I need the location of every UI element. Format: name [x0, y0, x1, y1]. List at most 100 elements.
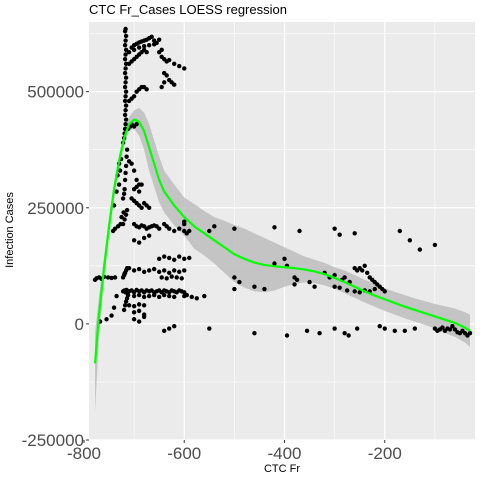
data-point — [131, 310, 137, 315]
data-point — [123, 103, 129, 108]
data-point — [177, 254, 182, 259]
data-point — [167, 293, 172, 299]
data-point — [156, 294, 162, 300]
data-point — [136, 45, 142, 50]
data-point — [167, 326, 172, 331]
data-point — [262, 286, 267, 292]
chart-title: CTC Fr_Cases LOESS regression — [89, 2, 287, 17]
plot-panel — [89, 22, 475, 440]
loess-fit-line — [93, 118, 471, 364]
data-point — [161, 292, 167, 298]
data-point — [123, 26, 128, 32]
data-point — [122, 187, 127, 192]
data-point — [111, 305, 117, 310]
data-point — [159, 47, 164, 53]
data-point — [382, 326, 387, 331]
data-point — [114, 293, 119, 299]
data-point — [123, 94, 128, 99]
data-point — [126, 49, 132, 55]
data-point — [377, 324, 382, 329]
data-point — [136, 308, 142, 314]
data-point — [122, 217, 127, 222]
data-point — [123, 108, 128, 113]
data-point — [187, 228, 192, 234]
data-point — [114, 189, 119, 194]
data-point — [397, 228, 403, 234]
data-point — [232, 226, 237, 231]
data-point — [151, 292, 157, 298]
data-point — [164, 276, 169, 281]
data-point — [156, 37, 162, 42]
data-point — [372, 286, 377, 292]
data-point — [161, 328, 167, 334]
y-tick-label: 500000 — [27, 83, 84, 102]
data-point — [189, 294, 194, 300]
data-point — [123, 61, 129, 66]
data-point — [332, 272, 337, 278]
data-point — [126, 265, 132, 271]
data-point — [146, 233, 152, 238]
data-point — [174, 275, 179, 280]
data-point — [161, 268, 167, 273]
data-point — [136, 240, 142, 245]
data-point — [187, 255, 192, 261]
data-point — [122, 43, 128, 48]
data-point — [134, 184, 139, 190]
data-point — [207, 228, 212, 234]
data-point — [172, 268, 177, 273]
data-point — [120, 196, 126, 201]
data-point — [252, 284, 257, 289]
data-point — [123, 75, 129, 80]
data-point — [172, 257, 177, 262]
data-point — [131, 47, 137, 53]
data-point — [123, 47, 129, 53]
data-point — [123, 38, 128, 43]
data-point — [332, 284, 337, 289]
data-point — [346, 333, 351, 338]
data-point — [134, 121, 139, 127]
data-point — [167, 270, 172, 275]
data-point — [131, 293, 137, 299]
data-point — [284, 333, 290, 338]
data-point — [129, 161, 134, 166]
data-point — [232, 275, 237, 280]
x-tick-label: -400 — [267, 444, 301, 463]
x-axis-title: CTC Fr — [264, 463, 300, 475]
data-point — [392, 328, 397, 334]
data-point — [357, 290, 362, 295]
data-point — [292, 282, 297, 287]
data-point — [194, 296, 199, 301]
data-point — [182, 256, 187, 262]
data-point — [161, 80, 167, 85]
x-tick-label: -200 — [368, 444, 402, 463]
data-point — [136, 302, 142, 307]
data-point — [362, 263, 367, 269]
data-point — [432, 242, 438, 248]
data-point — [131, 94, 137, 99]
data-point — [121, 307, 127, 313]
data-point — [109, 275, 114, 281]
data-point — [123, 52, 128, 57]
data-point — [124, 147, 130, 152]
data-point — [177, 269, 182, 275]
data-point — [159, 275, 164, 280]
data-point — [112, 275, 118, 280]
data-point — [146, 205, 152, 210]
data-point — [126, 303, 132, 308]
data-point — [146, 293, 152, 299]
data-point — [352, 231, 357, 236]
data-point — [156, 256, 162, 262]
data-point — [123, 89, 129, 94]
data-point — [151, 42, 157, 47]
data-point — [119, 214, 124, 220]
data-point — [136, 292, 142, 298]
data-point — [164, 73, 169, 78]
data-point — [272, 261, 277, 266]
data-point — [109, 313, 114, 318]
data-point — [123, 117, 129, 122]
data-point — [344, 288, 350, 293]
confidence-ribbon — [95, 107, 470, 413]
data-point — [207, 326, 212, 331]
data-point — [317, 330, 322, 336]
data-point — [342, 330, 347, 336]
